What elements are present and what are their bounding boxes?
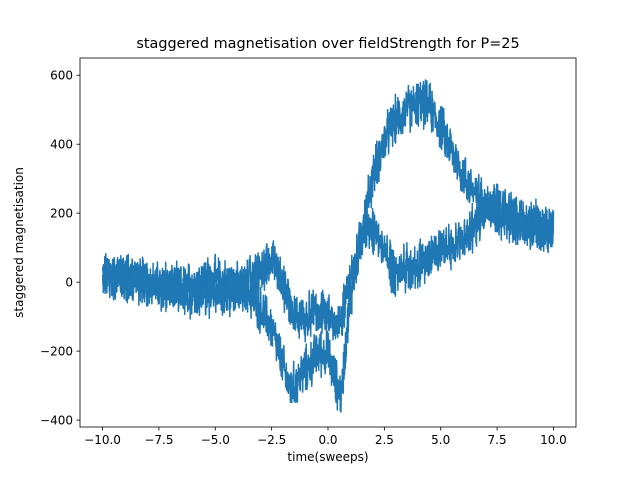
x-tick-label: 5.0 [431, 433, 450, 447]
y-tick-label: −400 [40, 413, 73, 427]
y-tick-label: 600 [50, 69, 73, 83]
x-axis-label: time(sweeps) [287, 450, 368, 464]
x-tick-label: 0.0 [318, 433, 337, 447]
x-tick-label: 7.5 [488, 433, 507, 447]
y-tick-label: −200 [40, 344, 73, 358]
x-tick-label: 10.0 [540, 433, 567, 447]
x-tick-label: −2.5 [257, 433, 286, 447]
x-axis: −10.0 −7.5 −5.0 −2.5 0.0 2.5 5.0 7.5 10.0 [84, 427, 567, 447]
y-axis: −400 −200 0 200 400 600 [40, 69, 80, 427]
y-tick-label: 200 [50, 206, 73, 220]
y-tick-label: 400 [50, 138, 73, 152]
data-layer [101, 79, 555, 413]
x-tick-label: 2.5 [375, 433, 394, 447]
series-line-2 [101, 183, 555, 343]
y-axis-label: staggered magnetisation [12, 167, 26, 318]
y-tick-label: 0 [65, 275, 73, 289]
chart-title: staggered magnetisation over fieldStreng… [136, 36, 519, 52]
x-tick-label: −7.5 [144, 433, 173, 447]
x-tick-label: −10.0 [84, 433, 121, 447]
x-tick-label: −5.0 [201, 433, 230, 447]
